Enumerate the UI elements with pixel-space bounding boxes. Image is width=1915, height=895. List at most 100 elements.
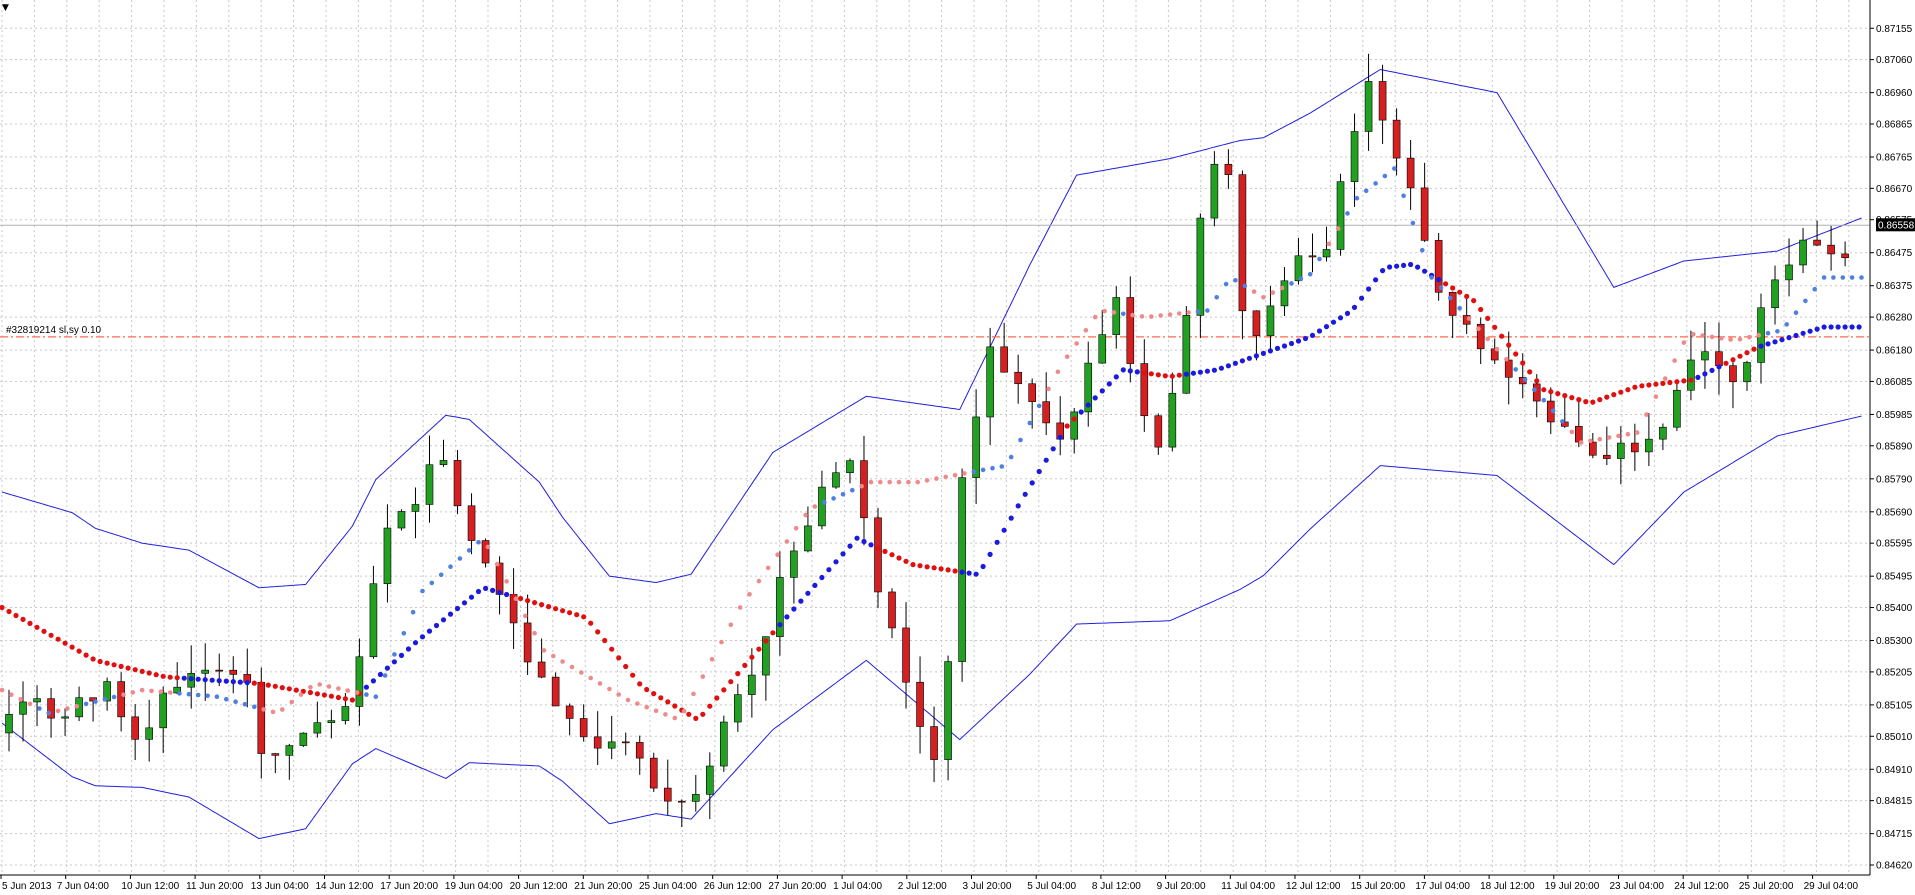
slow-trend-dot xyxy=(1632,384,1638,390)
fast-trend-dot xyxy=(1373,181,1378,186)
slow-trend-dot xyxy=(1653,381,1659,387)
time-axis: 5 Jun 2013 7 Jun 04:00 10 Jun 12:00 11 Jun … xyxy=(0,874,1915,895)
slow-trend-dot xyxy=(819,574,825,581)
chart-menu-marker[interactable]: ▼ xyxy=(2,3,9,13)
fast-trend-dot xyxy=(345,688,351,693)
slow-trend-dot xyxy=(307,689,313,696)
order-line-label: #32819214 sl,sy 0.10 xyxy=(6,325,102,336)
slow-trend-dot xyxy=(1197,369,1203,375)
slow-trend-dot xyxy=(987,551,993,558)
candle-body xyxy=(299,732,308,746)
candle-bullish xyxy=(411,487,420,539)
candle-body xyxy=(1645,438,1653,453)
candle-body xyxy=(1827,244,1835,255)
slow-trend-dot xyxy=(20,616,26,623)
slow-trend-dot xyxy=(1758,343,1764,349)
slow-trend-dot xyxy=(826,567,832,573)
slow-trend-dot xyxy=(742,662,748,669)
fast-trend-dot xyxy=(1485,336,1490,342)
slow-trend-dot xyxy=(1639,383,1645,389)
slow-trend-dot xyxy=(1506,342,1512,348)
fast-trend-dot xyxy=(261,707,266,712)
slow-trend-dot xyxy=(1576,397,1582,403)
candle-body xyxy=(818,486,826,527)
slow-trend-dot xyxy=(777,622,783,628)
candle-body xyxy=(397,511,406,529)
fast-trend-dot xyxy=(83,701,89,707)
fast-trend-dot xyxy=(1027,420,1033,426)
fast-trend-dot xyxy=(1775,329,1780,334)
candle-body xyxy=(467,505,476,541)
fast-trend-dot xyxy=(1728,337,1733,342)
candle-body xyxy=(145,727,153,740)
candle-bearish xyxy=(1575,397,1583,448)
candle-bearish xyxy=(1000,322,1008,373)
slow-trend-dot xyxy=(1779,337,1785,343)
x-tick-label: 15 Jul 20:00 xyxy=(1351,881,1406,892)
slow-trend-dot xyxy=(1800,330,1806,336)
slow-trend-dot xyxy=(188,676,194,682)
slow-trend-dot xyxy=(539,602,545,608)
fast-trend-dot xyxy=(195,692,201,698)
fast-trend-dot xyxy=(1354,195,1360,201)
slow-trend-dot xyxy=(903,558,909,564)
slow-trend-dot xyxy=(952,568,958,574)
slow-trend-dot xyxy=(1309,332,1316,338)
candle-body xyxy=(257,682,266,754)
order-line xyxy=(0,224,1870,338)
x-tick-label: 25 Jul 20:00 xyxy=(1739,881,1794,892)
fast-trend-dot xyxy=(588,675,593,681)
candle-body xyxy=(1266,305,1275,337)
fast-trend-dot xyxy=(1588,438,1593,444)
y-tick-label: 0.86960 xyxy=(1876,88,1913,99)
fast-trend-dot xyxy=(186,691,192,697)
fast-trend-dot xyxy=(1307,271,1313,277)
fast-trend-dot xyxy=(1261,295,1266,300)
fast-trend-dot xyxy=(635,701,640,706)
candle-body xyxy=(1308,255,1317,258)
candle-bearish xyxy=(1378,64,1387,144)
slow-trend-dot xyxy=(195,676,201,682)
fast-trend-dot xyxy=(1737,336,1743,342)
candle-body xyxy=(1140,363,1149,417)
fast-trend-dot xyxy=(850,487,855,493)
candle-body xyxy=(313,722,322,734)
candle-bearish xyxy=(1813,220,1821,246)
slow-trend-dot xyxy=(48,632,54,638)
candle-bearish xyxy=(1560,397,1569,428)
slow-trend-dot xyxy=(1807,328,1813,334)
y-tick-label: 0.85205 xyxy=(1876,667,1913,678)
slow-trend-dot xyxy=(994,539,1000,545)
candle-body xyxy=(215,669,224,672)
fast-trend-dot xyxy=(887,479,892,485)
slow-trend-dot xyxy=(335,694,341,701)
slow-trend-dot xyxy=(1555,391,1561,397)
fast-trend-dot xyxy=(1429,275,1434,280)
fast-trend-dot xyxy=(616,692,621,697)
candle-bullish xyxy=(818,470,826,530)
slow-trend-dot xyxy=(1008,515,1014,521)
candle-body xyxy=(355,656,364,707)
candle-bullish xyxy=(1799,228,1807,274)
slow-trend-dot xyxy=(1681,378,1687,384)
slow-trend-dot xyxy=(1155,372,1161,378)
fast-trend-dot xyxy=(364,692,369,697)
candle-bearish xyxy=(1631,423,1639,471)
slow-trend-dot xyxy=(595,629,601,635)
y-tick-label: 0.86865 xyxy=(1876,119,1913,130)
slow-trend-dot xyxy=(1485,315,1491,321)
candle-body xyxy=(1154,415,1163,448)
candle-bearish xyxy=(1042,372,1050,436)
fast-trend-dot xyxy=(1821,275,1827,280)
fast-trend-dot xyxy=(504,579,509,584)
candle-body xyxy=(537,661,546,678)
slow-trend-dot xyxy=(1457,289,1463,295)
fast-trend-dot xyxy=(1326,241,1332,247)
fast-trend-dot xyxy=(1382,173,1388,179)
slow-trend-dot xyxy=(111,662,117,668)
slow-trend-dot xyxy=(139,668,145,675)
fast-trend-dot xyxy=(466,548,472,553)
bollinger-lower-band xyxy=(1,415,1862,840)
